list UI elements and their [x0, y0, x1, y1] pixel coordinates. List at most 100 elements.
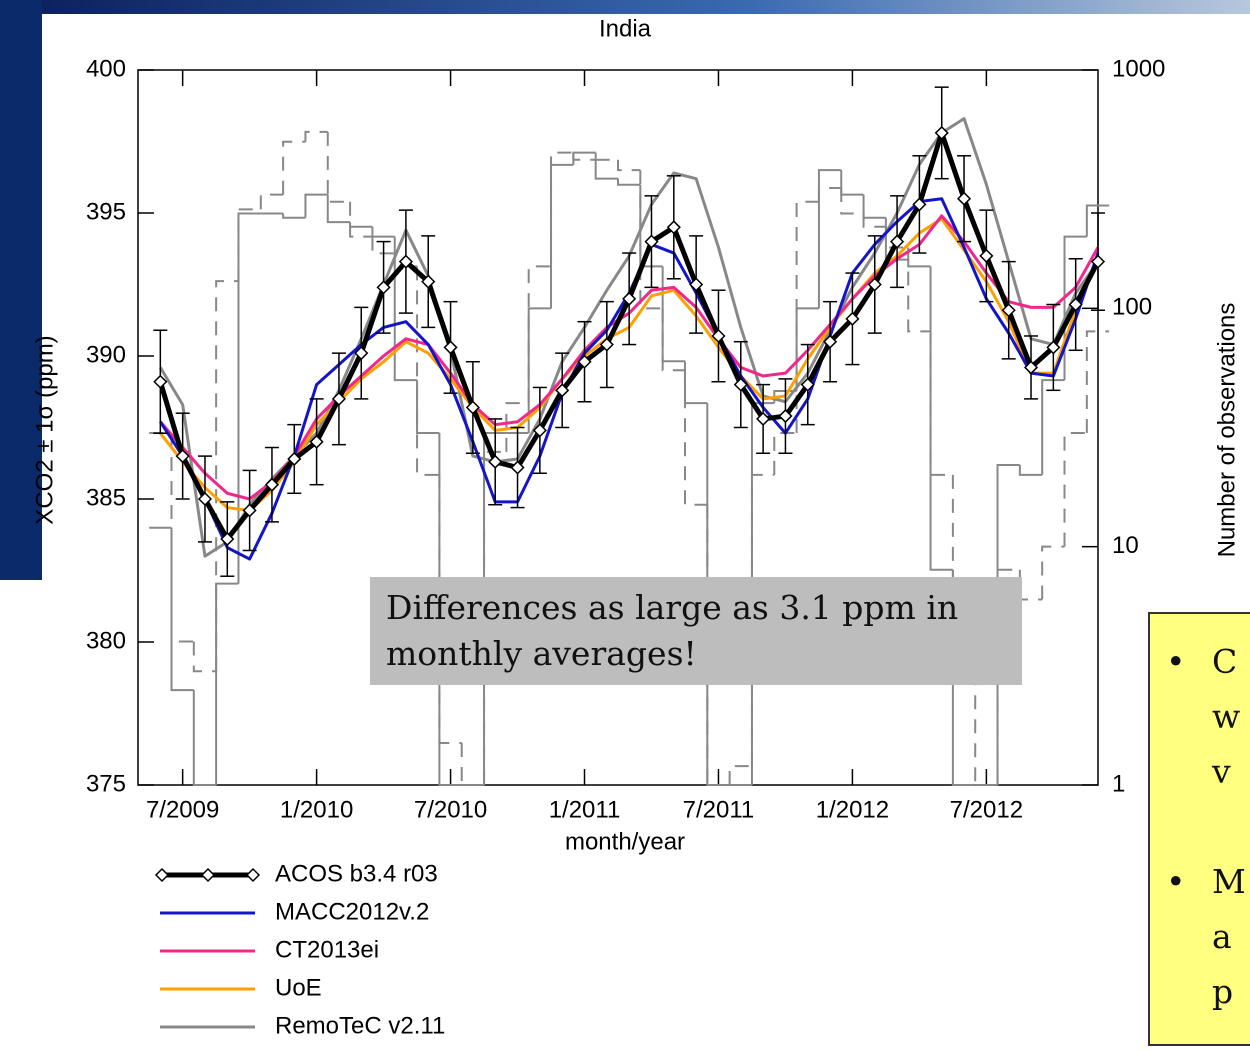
count-step — [840, 187, 864, 215]
count-step — [683, 370, 708, 506]
marker — [421, 274, 436, 289]
marker — [644, 234, 659, 249]
marker — [912, 197, 927, 212]
bullet-text: w — [1212, 697, 1241, 736]
count-step — [326, 131, 351, 203]
legend-marker — [154, 867, 170, 883]
marker — [488, 454, 503, 469]
y-tick-label: 390 — [86, 341, 126, 368]
count-step — [974, 671, 998, 786]
count-step — [438, 474, 462, 745]
bullet-text: M — [1212, 862, 1246, 901]
count-step — [215, 280, 239, 672]
count-step — [237, 212, 261, 584]
legend-label: ACOS b3.4 r03 — [275, 860, 438, 887]
count-step — [550, 151, 574, 267]
count-step — [326, 194, 351, 224]
legend-label: RemoTeC v2.11 — [275, 1012, 445, 1039]
marker — [398, 254, 413, 269]
count-step — [1063, 235, 1087, 381]
background-edge — [0, 0, 42, 580]
bullet-text: v — [1212, 752, 1231, 791]
bullet: • — [1166, 862, 1186, 901]
chart-title: India — [599, 15, 652, 42]
count-step — [483, 450, 507, 785]
marker — [890, 234, 905, 249]
count-step — [304, 193, 328, 218]
marker — [309, 434, 324, 449]
count-step — [594, 152, 618, 180]
marker — [689, 277, 704, 292]
y-axis-label: XCO2 ± 1σ (ppm) — [31, 335, 58, 524]
y-tick-label: 375 — [86, 770, 126, 797]
count-step — [1063, 431, 1087, 547]
count-step — [1018, 465, 1043, 476]
marker — [1046, 340, 1061, 355]
count-step — [170, 432, 194, 643]
count-step — [661, 308, 685, 372]
x-tick-label: 7/2012 — [950, 796, 1023, 823]
count-step — [862, 213, 886, 228]
count-step — [817, 169, 842, 309]
y2-tick-label: 100 — [1112, 294, 1152, 321]
legend-label: UoE — [275, 974, 322, 1001]
marker — [733, 377, 748, 392]
count-step — [527, 265, 552, 404]
count-step — [192, 690, 217, 786]
marker — [331, 391, 346, 406]
bullet-text: a — [1212, 917, 1232, 956]
count-step — [282, 213, 306, 219]
marker — [376, 280, 391, 295]
count-step — [192, 641, 217, 673]
annotation: Differences as large as 3.1 ppm in month… — [370, 577, 1022, 685]
marker — [778, 408, 793, 424]
marker — [443, 340, 458, 355]
marker — [577, 354, 592, 369]
count-step — [416, 266, 440, 476]
count-step — [1085, 330, 1110, 433]
count-step — [728, 765, 752, 785]
marker — [711, 328, 726, 344]
x-tick-label: 7/2011 — [683, 796, 755, 823]
marker — [354, 346, 369, 361]
count-step — [907, 259, 931, 268]
marker — [800, 377, 815, 392]
marker — [532, 423, 547, 438]
y2-tick-label: 10 — [1112, 532, 1139, 559]
bullet-text: C — [1212, 642, 1238, 681]
y-tick-label: 380 — [86, 627, 126, 654]
marker — [555, 383, 570, 398]
marker — [153, 374, 168, 389]
x-axis-label: month/year — [565, 828, 685, 855]
panel — [42, 14, 1202, 1051]
count-step — [1041, 379, 1065, 475]
count-step — [1041, 545, 1065, 600]
y2-axis-label: Number of observations — [1213, 303, 1240, 558]
legend-marker — [245, 867, 261, 883]
count-step — [505, 402, 529, 452]
marker — [845, 311, 860, 326]
count-step — [259, 193, 284, 210]
count-step — [795, 200, 819, 433]
count-step — [371, 236, 395, 255]
marker — [599, 337, 614, 352]
count-step — [639, 170, 663, 310]
marker — [979, 248, 994, 263]
marker — [264, 477, 280, 492]
bullet-text: p — [1212, 972, 1234, 1011]
count-step — [773, 431, 797, 475]
count-step — [460, 743, 485, 786]
count-step — [1085, 204, 1110, 237]
marker — [1068, 297, 1083, 312]
marker — [867, 277, 882, 292]
legend-marker — [200, 867, 216, 883]
marker — [934, 125, 949, 140]
marker — [242, 503, 257, 518]
marker — [1023, 360, 1039, 375]
count-step — [572, 152, 596, 161]
marker — [197, 491, 213, 507]
count-step — [617, 159, 641, 172]
